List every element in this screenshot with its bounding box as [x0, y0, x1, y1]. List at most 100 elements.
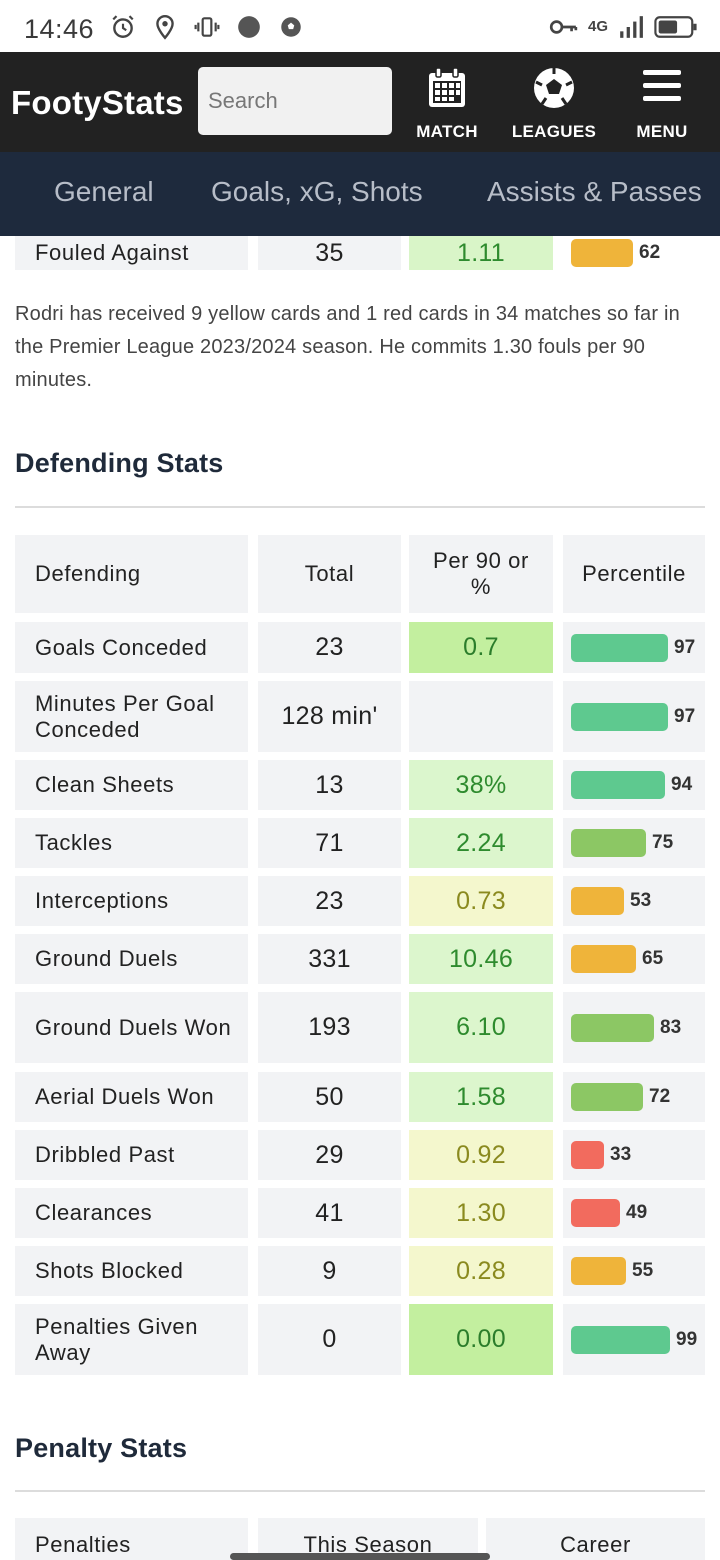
percentile-bar: [571, 887, 624, 915]
alarm-icon: [112, 15, 134, 38]
percentile-bar: [571, 945, 636, 973]
status-left-icons: [110, 14, 304, 40]
percentile-value: 49: [626, 1202, 648, 1223]
row-label: Aerial Duels Won: [15, 1072, 248, 1122]
percentile-bar: [571, 771, 665, 799]
row-label: Shots Blocked: [15, 1246, 248, 1296]
col-defending: Defending: [15, 535, 248, 613]
row-per90: 1.30: [409, 1188, 553, 1238]
row-label: Penalties Given Away: [15, 1304, 248, 1375]
tab-general[interactable]: General: [54, 176, 154, 207]
hamburger-menu-icon: [643, 70, 681, 101]
fouls-summary-text: Rodri has received 9 yellow cards and 1 …: [15, 303, 680, 391]
col-percentile: Percentile: [563, 535, 705, 613]
row-total: 35: [258, 236, 401, 270]
row-percentile: 97: [563, 622, 705, 673]
defending-stats-title: Defending Stats: [15, 448, 224, 478]
row-percentile: 49: [563, 1188, 705, 1238]
signal-strength-icon: [620, 16, 643, 38]
row-per90: 2.24: [409, 818, 553, 868]
row-label: Clearances: [15, 1188, 248, 1238]
row-label: Goals Conceded: [15, 622, 248, 673]
status-time: 14:46: [24, 14, 95, 44]
percentile-bar: [571, 1325, 670, 1354]
percentile-value: 55: [632, 1260, 654, 1281]
row-per90: 6.10: [409, 992, 553, 1063]
search-input[interactable]: [198, 67, 392, 135]
row-total: 331: [258, 934, 401, 984]
row-percentile: 83: [563, 992, 705, 1063]
leagues-button[interactable]: LEAGUES: [508, 66, 600, 142]
percentile-bar: [571, 1141, 604, 1169]
percentile-bar: [571, 1083, 643, 1111]
leagues-button-label: LEAGUES: [511, 122, 597, 141]
menu-button[interactable]: MENU: [630, 66, 694, 142]
row-total: 71: [258, 818, 401, 868]
percentile-bar: [571, 239, 633, 267]
status-bar: 14:46 4G: [0, 0, 720, 52]
percentile-value: 53: [630, 890, 652, 911]
row-per90: 1.11: [409, 236, 553, 270]
row-total: 50: [258, 1072, 401, 1122]
row-label: Fouled Against: [15, 236, 248, 270]
percentile-value: 33: [610, 1144, 632, 1165]
percentile-bar: [571, 633, 668, 662]
tab-goals-xg-shots[interactable]: Goals, xG, Shots: [211, 176, 423, 207]
row-label: Ground Duels Won: [15, 992, 248, 1063]
match-button-label: MATCH: [416, 122, 478, 141]
percentile-value: 62: [639, 242, 661, 263]
row-per90: 0.7: [409, 622, 553, 673]
home-indicator: [230, 1553, 490, 1560]
percentile-value: 75: [652, 832, 674, 853]
row-label: Minutes Per Goal Conceded: [15, 681, 248, 752]
battery-icon: [654, 16, 697, 38]
row-per90: 0.28: [409, 1246, 553, 1296]
tab-assists-passes[interactable]: Assists & Passes: [487, 176, 702, 207]
percentile-value: 72: [649, 1086, 671, 1107]
row-percentile: 55: [563, 1246, 705, 1296]
row-total: 13: [258, 760, 401, 810]
calendar-icon: [429, 67, 465, 107]
row-label: Tackles: [15, 818, 248, 868]
row-total: 0: [258, 1304, 401, 1375]
row-per90: 10.46: [409, 934, 553, 984]
row-label: Interceptions: [15, 876, 248, 926]
vibrate-icon: [194, 17, 220, 37]
percentile-value: 97: [674, 705, 696, 727]
row-per90: 0.00: [409, 1304, 553, 1375]
col-total: Total: [258, 535, 401, 613]
percentile-bar: [571, 702, 668, 731]
percentile-bar: [571, 1257, 626, 1285]
penalty-stats-title: Penalty Stats: [15, 1433, 188, 1463]
match-button[interactable]: MATCH: [412, 66, 482, 142]
site-logo[interactable]: FootyStats: [11, 84, 184, 121]
row-percentile: 99: [563, 1304, 705, 1375]
col-career: Career: [486, 1518, 705, 1560]
percentile-value: 97: [674, 636, 696, 658]
row-per90: 1.58: [409, 1072, 553, 1122]
row-percentile: 53: [563, 876, 705, 926]
row-total: 41: [258, 1188, 401, 1238]
row-total: 23: [258, 876, 401, 926]
col-penalties: Penalties: [15, 1518, 248, 1560]
row-percentile: 72: [563, 1072, 705, 1122]
row-total: 29: [258, 1130, 401, 1180]
network-type-label: 4G: [587, 18, 608, 35]
football-notification-icon: [281, 17, 301, 37]
col-per90: Per 90 or %: [409, 535, 553, 613]
record-dot-icon: [238, 16, 260, 38]
percentile-bar: [571, 1013, 654, 1042]
row-total: 128 min': [258, 681, 401, 752]
row-per90: 38%: [409, 760, 553, 810]
row-percentile: 62: [563, 236, 705, 270]
status-right-icons: 4G: [548, 14, 698, 40]
row-total: 23: [258, 622, 401, 673]
section-divider: [15, 1490, 705, 1492]
row-percentile: 65: [563, 934, 705, 984]
percentile-value: 94: [671, 774, 693, 795]
row-per90: 0.73: [409, 876, 553, 926]
row-total: 193: [258, 992, 401, 1063]
section-divider: [15, 506, 705, 508]
row-label: Clean Sheets: [15, 760, 248, 810]
row-percentile: 75: [563, 818, 705, 868]
